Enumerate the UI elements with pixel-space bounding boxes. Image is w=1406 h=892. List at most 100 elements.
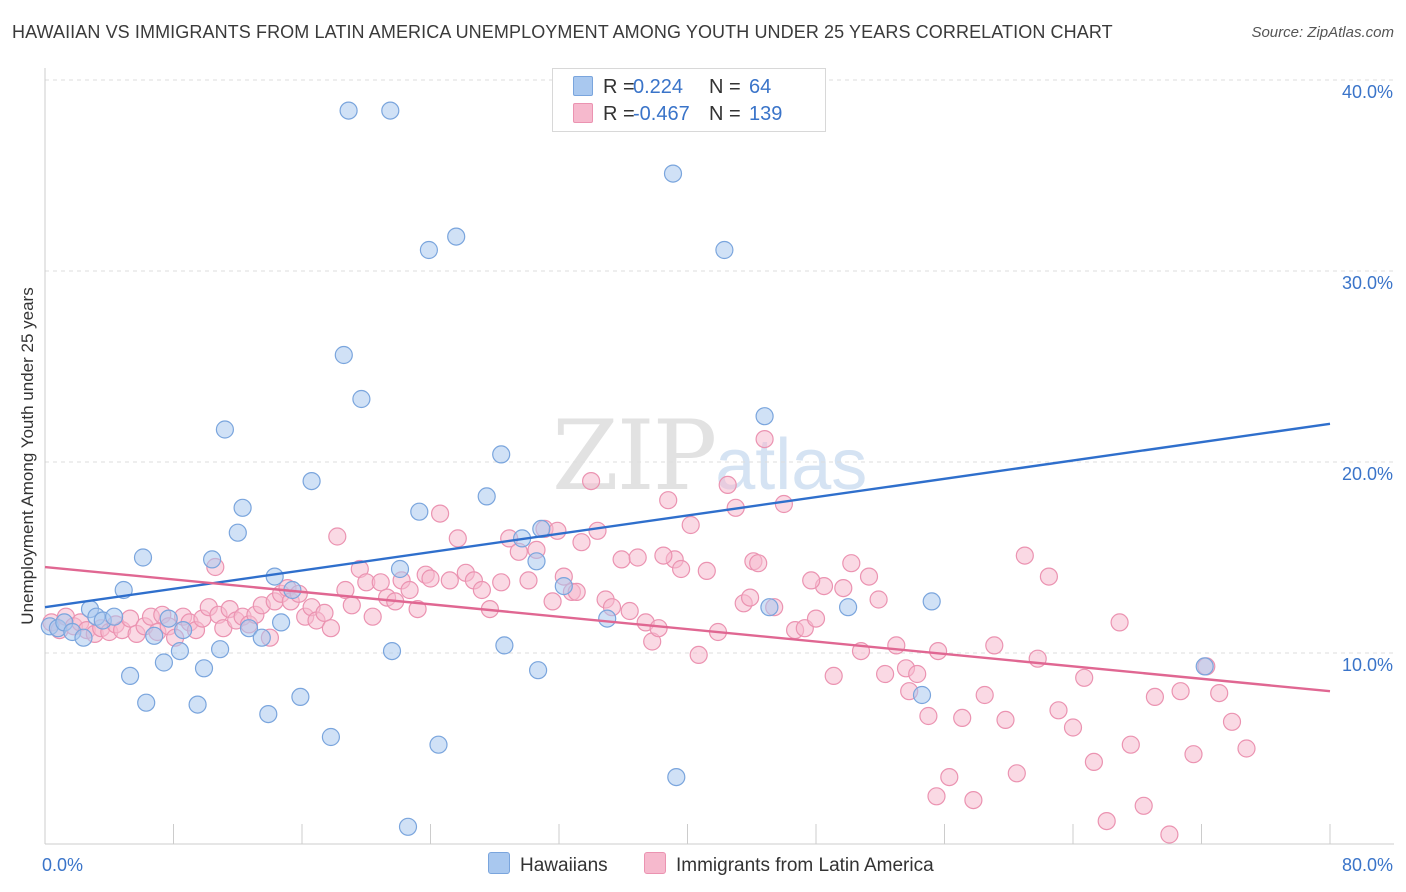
point-latin-america bbox=[953, 708, 972, 728]
point-hawaiians bbox=[663, 164, 683, 183]
series-swatch-latin-america bbox=[644, 852, 666, 874]
point-latin-america bbox=[697, 561, 716, 581]
x-tick-label: 80.0% bbox=[1342, 855, 1393, 875]
series-label-hawaiians: Hawaiians bbox=[520, 855, 608, 876]
point-latin-america bbox=[996, 710, 1015, 730]
point-hawaiians bbox=[755, 407, 774, 426]
point-latin-america bbox=[400, 580, 419, 600]
point-hawaiians bbox=[382, 641, 402, 661]
point-hawaiians bbox=[667, 767, 686, 787]
series-legend-item-hawaiians[interactable]: Hawaiians bbox=[488, 852, 608, 877]
point-latin-america bbox=[1145, 687, 1165, 707]
point-hawaiians bbox=[429, 735, 448, 754]
point-latin-america bbox=[448, 529, 467, 548]
point-latin-america bbox=[336, 580, 355, 600]
point-latin-america bbox=[1039, 567, 1059, 586]
point-hawaiians bbox=[527, 552, 546, 571]
point-hawaiians bbox=[252, 628, 271, 647]
point-latin-america bbox=[649, 619, 668, 638]
point-latin-america bbox=[408, 599, 427, 619]
point-latin-america bbox=[1110, 613, 1129, 632]
point-latin-america bbox=[774, 494, 794, 514]
point-hawaiians bbox=[410, 502, 429, 521]
point-latin-america bbox=[975, 685, 994, 705]
point-latin-america bbox=[628, 548, 647, 567]
point-latin-america bbox=[824, 666, 843, 686]
point-hawaiians bbox=[390, 559, 410, 579]
legend-row-latin-america: R =-0.467 N = 139 bbox=[573, 103, 782, 127]
point-latin-america bbox=[1160, 825, 1179, 844]
point-hawaiians bbox=[211, 640, 230, 659]
point-latin-america bbox=[1134, 796, 1153, 815]
legend-r-label: R = bbox=[603, 103, 635, 125]
point-hawaiians bbox=[188, 695, 207, 714]
point-latin-america bbox=[928, 641, 948, 661]
point-hawaiians bbox=[239, 619, 259, 638]
point-latin-america bbox=[985, 636, 1004, 655]
legend-r-value: -0.467 bbox=[633, 103, 690, 125]
point-latin-america bbox=[681, 515, 700, 535]
point-hawaiians bbox=[215, 420, 234, 439]
point-latin-america bbox=[440, 571, 459, 590]
point-latin-america bbox=[572, 533, 591, 552]
watermark-zip: ZIP bbox=[552, 400, 717, 512]
point-hawaiians bbox=[838, 598, 858, 617]
x-tick-label: 0.0% bbox=[42, 855, 83, 875]
legend-swatch-latin-america bbox=[573, 103, 593, 123]
point-hawaiians bbox=[170, 641, 189, 661]
point-latin-america bbox=[342, 596, 361, 615]
point-latin-america bbox=[806, 609, 826, 628]
point-hawaiians bbox=[203, 550, 222, 569]
point-hawaiians bbox=[228, 523, 247, 542]
point-latin-america bbox=[588, 521, 607, 540]
point-latin-america bbox=[1007, 764, 1026, 783]
point-hawaiians bbox=[121, 666, 140, 686]
point-latin-america bbox=[1121, 735, 1140, 754]
point-hawaiians bbox=[398, 817, 418, 836]
point-hawaiians bbox=[598, 609, 617, 628]
point-latin-america bbox=[1171, 682, 1190, 701]
point-latin-america bbox=[908, 664, 927, 684]
point-latin-america bbox=[620, 601, 639, 621]
legend-n-value: 139 bbox=[749, 103, 783, 125]
y-tick-label: 40.0% bbox=[1342, 82, 1393, 102]
point-hawaiians bbox=[159, 609, 178, 628]
point-latin-america bbox=[1049, 701, 1068, 720]
y-tick-label: 10.0% bbox=[1342, 655, 1393, 675]
point-latin-america bbox=[581, 472, 601, 491]
point-hawaiians bbox=[321, 727, 340, 747]
point-latin-america bbox=[421, 569, 440, 588]
legend-r-value: 0.224 bbox=[633, 76, 684, 98]
point-latin-america bbox=[919, 706, 938, 726]
point-hawaiians bbox=[447, 227, 466, 246]
point-latin-america bbox=[315, 603, 334, 623]
point-hawaiians bbox=[291, 687, 310, 707]
point-hawaiians bbox=[554, 576, 573, 596]
point-latin-america bbox=[659, 491, 678, 510]
point-latin-america bbox=[875, 664, 895, 684]
point-latin-america bbox=[749, 554, 768, 573]
point-latin-america bbox=[869, 590, 888, 609]
point-latin-america bbox=[755, 430, 774, 449]
source-label: Source: ZipAtlas.com bbox=[1251, 24, 1394, 41]
point-hawaiians bbox=[154, 653, 173, 672]
point-latin-america bbox=[492, 573, 511, 592]
point-hawaiians bbox=[74, 628, 93, 647]
point-hawaiians bbox=[265, 567, 284, 586]
point-latin-america bbox=[328, 527, 347, 546]
series-label-latin-america: Immigrants from Latin America bbox=[676, 855, 934, 876]
point-hawaiians bbox=[922, 592, 941, 611]
point-latin-america bbox=[548, 521, 567, 540]
point-latin-america bbox=[1222, 712, 1242, 731]
point-latin-america bbox=[519, 571, 538, 590]
point-latin-america bbox=[1063, 718, 1083, 737]
point-hawaiians bbox=[104, 607, 124, 626]
point-latin-america bbox=[1075, 668, 1094, 687]
point-latin-america bbox=[431, 504, 450, 523]
point-latin-america bbox=[1015, 546, 1034, 565]
legend-n-label: N = bbox=[709, 76, 741, 98]
series-legend-item-latin-america[interactable]: Immigrants from Latin America bbox=[644, 852, 934, 877]
point-hawaiians bbox=[174, 620, 193, 640]
y-tick-label: 20.0% bbox=[1342, 464, 1393, 484]
